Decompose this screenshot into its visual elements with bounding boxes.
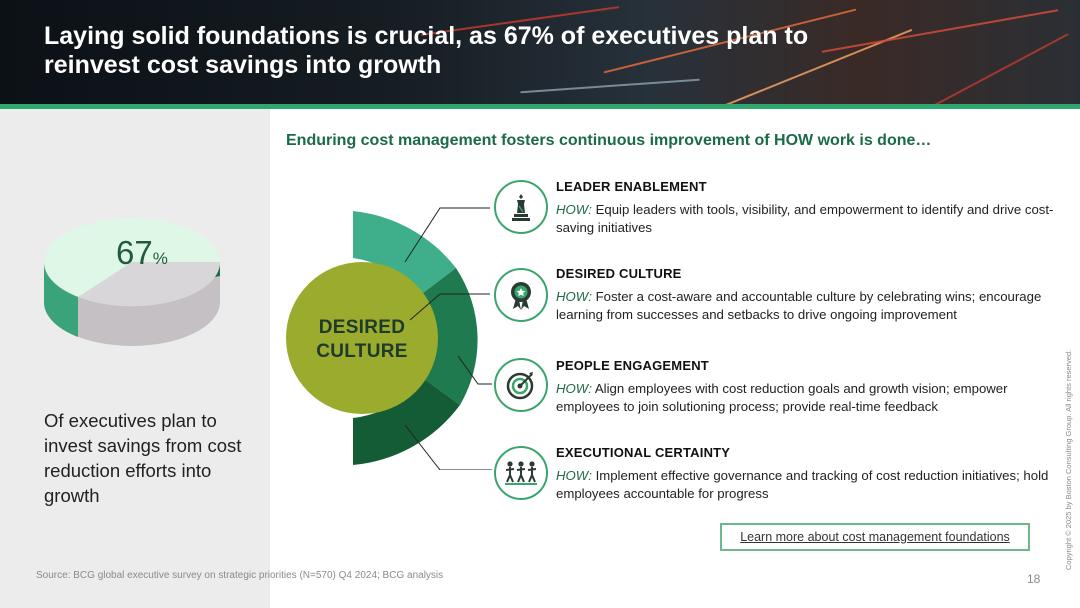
pie-slice-remainder bbox=[78, 262, 221, 307]
title-line-1: Laying solid foundations is crucial, as … bbox=[44, 22, 809, 50]
item-desc-execution: HOW: Implement effective governance and … bbox=[556, 467, 1061, 503]
item-desc-leader: HOW: Equip leaders with tools, visibilit… bbox=[556, 201, 1061, 237]
how-label: HOW: bbox=[556, 202, 592, 217]
title-line-2: reinvest cost savings into growth bbox=[44, 51, 442, 79]
page-number: 18 bbox=[1027, 572, 1041, 586]
stat-number: 67 bbox=[116, 234, 153, 271]
award-badge-icon bbox=[494, 268, 548, 322]
source-note: Source: BCG global executive survey on s… bbox=[36, 570, 444, 581]
section-subheading: Enduring cost management fosters continu… bbox=[286, 132, 932, 149]
light-streak bbox=[520, 78, 700, 94]
wheel-center-label: DESIRED CULTURE bbox=[298, 316, 426, 364]
header-divider bbox=[0, 104, 1080, 109]
item-title-engagement: PEOPLE ENGAGEMENT bbox=[556, 358, 709, 373]
item-title-execution: EXECUTIONAL CERTAINTY bbox=[556, 445, 731, 460]
target-icon bbox=[494, 358, 548, 412]
pie-chart bbox=[43, 218, 221, 346]
stat-value: 67% bbox=[116, 236, 168, 276]
item-desc-text: Implement effective governance and track… bbox=[556, 468, 1049, 501]
center-line-1: DESIRED bbox=[318, 317, 406, 338]
pie-side-green bbox=[43, 262, 78, 337]
stat-panel bbox=[0, 109, 270, 608]
connector-line bbox=[457, 355, 492, 385]
item-desc-text: Align employees with cost reduction goal… bbox=[556, 381, 1008, 414]
center-line-2: CULTURE bbox=[316, 341, 408, 362]
copyright-notice: Copyright © 2025 by Boston Consulting Gr… bbox=[1064, 349, 1073, 570]
wheel-center bbox=[286, 262, 438, 414]
how-label: HOW: bbox=[556, 289, 592, 304]
how-label: HOW: bbox=[556, 468, 592, 483]
item-desc-culture: HOW: Foster a cost-aware and accountable… bbox=[556, 288, 1061, 324]
connector-line bbox=[404, 207, 490, 263]
connector-line bbox=[409, 293, 490, 321]
item-desc-text: Foster a cost-aware and accountable cult… bbox=[556, 289, 1042, 322]
wheel-segment-engagement bbox=[353, 378, 460, 465]
how-label: HOW: bbox=[556, 381, 592, 396]
stat-label: Of executives plan to invest savings fro… bbox=[44, 410, 242, 506]
item-title-leader: LEADER ENABLEMENT bbox=[556, 179, 707, 194]
learn-more-link[interactable]: Learn more about cost management foundat… bbox=[720, 523, 1030, 551]
wheel-segment-culture bbox=[419, 268, 478, 405]
item-desc-text: Equip leaders with tools, visibility, an… bbox=[556, 202, 1054, 235]
chess-piece-icon bbox=[494, 180, 548, 234]
wheel-segment-leader bbox=[353, 211, 456, 296]
page-title: Laying solid foundations is crucial, as … bbox=[44, 22, 944, 80]
team-running-icon bbox=[494, 446, 548, 500]
culture-wheel bbox=[286, 207, 492, 470]
item-title-culture: DESIRED CULTURE bbox=[556, 266, 682, 281]
stat-unit: % bbox=[152, 249, 168, 268]
connector-line bbox=[404, 424, 492, 470]
header-banner: Laying solid foundations is crucial, as … bbox=[0, 0, 1080, 104]
item-desc-engagement: HOW: Align employees with cost reduction… bbox=[556, 380, 1061, 416]
